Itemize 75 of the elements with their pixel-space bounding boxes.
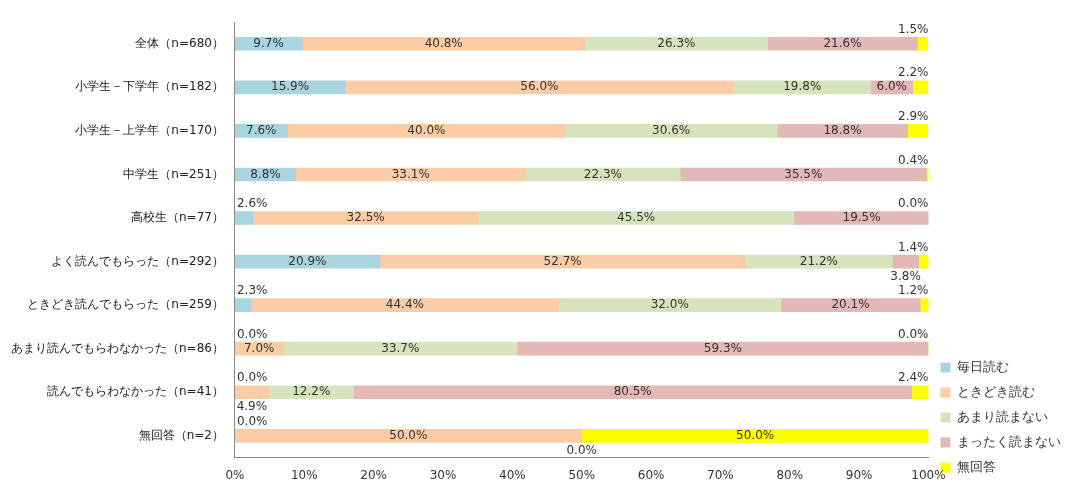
data-label: 21.6% bbox=[823, 35, 862, 50]
data-label: 59.3% bbox=[703, 340, 742, 355]
data-label: 40.0% bbox=[407, 123, 446, 138]
data-label: 19.5% bbox=[842, 210, 881, 225]
data-label: 52.7% bbox=[543, 253, 582, 268]
data-label: 7.6% bbox=[246, 123, 277, 138]
y-tick-label: 小学生－上学年（n=170） bbox=[75, 123, 224, 138]
data-label: 44.4% bbox=[385, 297, 424, 312]
data-label: 0.0% bbox=[236, 326, 268, 341]
data-label: 7.0% bbox=[243, 340, 275, 355]
data-label: 56.0% bbox=[520, 79, 559, 94]
data-label: 45.5% bbox=[617, 210, 656, 225]
legend-label: 無回答 bbox=[957, 458, 996, 474]
x-tick-label: 60% bbox=[637, 467, 665, 482]
data-label: 0.0% bbox=[898, 326, 929, 341]
y-tick-label: 全体（n=680） bbox=[135, 35, 224, 50]
data-label: 3.8% bbox=[890, 268, 921, 283]
data-label: 50.0% bbox=[389, 427, 428, 442]
data-label: 2.4% bbox=[898, 370, 929, 385]
x-tick-label: 80% bbox=[776, 467, 804, 482]
data-label: 0.4% bbox=[898, 152, 929, 167]
data-label: 35.5% bbox=[784, 166, 823, 181]
data-label: 6.0% bbox=[876, 79, 907, 94]
data-label: 2.9% bbox=[898, 109, 929, 124]
x-tick-label: 30% bbox=[429, 467, 457, 482]
data-label: 40.8% bbox=[424, 35, 463, 50]
x-tick-label: 40% bbox=[499, 467, 526, 482]
legend-label: 毎日読む bbox=[957, 358, 1009, 374]
x-tick-label: 0% bbox=[225, 467, 245, 482]
data-label: 0.0% bbox=[566, 442, 597, 457]
y-tick-label: 中学生（n=251） bbox=[123, 166, 224, 181]
legend-label: まったく読まない bbox=[957, 433, 1061, 449]
y-tick-label: 無回答（n=2） bbox=[138, 427, 224, 442]
data-label: 32.5% bbox=[346, 210, 385, 225]
y-tick-label: 高校生（n=77） bbox=[130, 210, 224, 225]
x-tick-label: 100% bbox=[911, 467, 946, 482]
data-label: 2.2% bbox=[898, 65, 929, 80]
data-label: 1.2% bbox=[898, 283, 929, 298]
x-tick-label: 90% bbox=[845, 467, 873, 482]
data-label: 18.8% bbox=[823, 123, 862, 138]
data-label: 0.0% bbox=[898, 196, 929, 211]
data-label: 26.3% bbox=[657, 35, 696, 50]
x-tick-label: 10% bbox=[290, 467, 318, 482]
x-tick-label: 70% bbox=[707, 467, 734, 482]
y-tick-label: よく読んでもらった（n=292） bbox=[51, 253, 224, 268]
y-tick-label: ときどき読んでもらった（n=259） bbox=[27, 297, 224, 312]
x-tick-label: 50% bbox=[568, 467, 596, 482]
data-label: 12.2% bbox=[292, 384, 331, 399]
data-label: 22.3% bbox=[583, 166, 622, 181]
legend-label: ときどき読む bbox=[957, 383, 1035, 399]
data-label: 30.6% bbox=[652, 123, 691, 138]
data-label: 1.5% bbox=[898, 21, 929, 36]
y-tick-label: あまり読んでもらわなかった（n=86） bbox=[10, 340, 224, 355]
y-tick-label: 小学生－下学年（n=182） bbox=[75, 79, 224, 94]
data-label: 21.2% bbox=[799, 253, 838, 268]
data-label: 1.4% bbox=[898, 239, 929, 254]
legend-label: あまり読まない bbox=[957, 408, 1048, 424]
x-tick-label: 20% bbox=[360, 467, 387, 482]
data-label: 20.1% bbox=[831, 297, 870, 312]
data-label: 80.5% bbox=[613, 384, 652, 399]
data-label: 9.7% bbox=[253, 35, 284, 50]
data-label: 19.8% bbox=[783, 79, 822, 94]
data-label: 33.1% bbox=[391, 166, 430, 181]
data-label: 33.7% bbox=[381, 340, 420, 355]
data-label: 50.0% bbox=[736, 427, 775, 442]
data-label: 8.8% bbox=[250, 166, 281, 181]
data-label: 4.9% bbox=[236, 399, 268, 414]
data-label: 15.9% bbox=[271, 79, 310, 94]
data-label: 32.0% bbox=[650, 297, 689, 312]
data-label: 2.6% bbox=[236, 196, 268, 211]
data-label: 0.0% bbox=[236, 370, 268, 385]
data-label: 20.9% bbox=[288, 253, 327, 268]
y-tick-label: 読んでもらわなかった（n=41） bbox=[46, 384, 224, 399]
data-label: 2.3% bbox=[236, 283, 268, 298]
data-label: 0.0% bbox=[236, 413, 268, 428]
